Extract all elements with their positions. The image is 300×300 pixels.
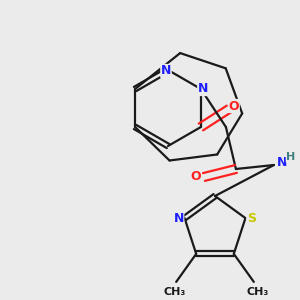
Text: O: O <box>190 170 201 184</box>
Text: CH₃: CH₃ <box>247 287 269 297</box>
Text: N: N <box>161 64 171 77</box>
Text: N: N <box>277 157 287 169</box>
Text: S: S <box>247 212 256 225</box>
Text: N: N <box>173 212 184 225</box>
Text: O: O <box>229 100 239 112</box>
Text: N: N <box>198 82 208 95</box>
Text: H: H <box>286 152 296 162</box>
Text: CH₃: CH₃ <box>163 287 185 297</box>
